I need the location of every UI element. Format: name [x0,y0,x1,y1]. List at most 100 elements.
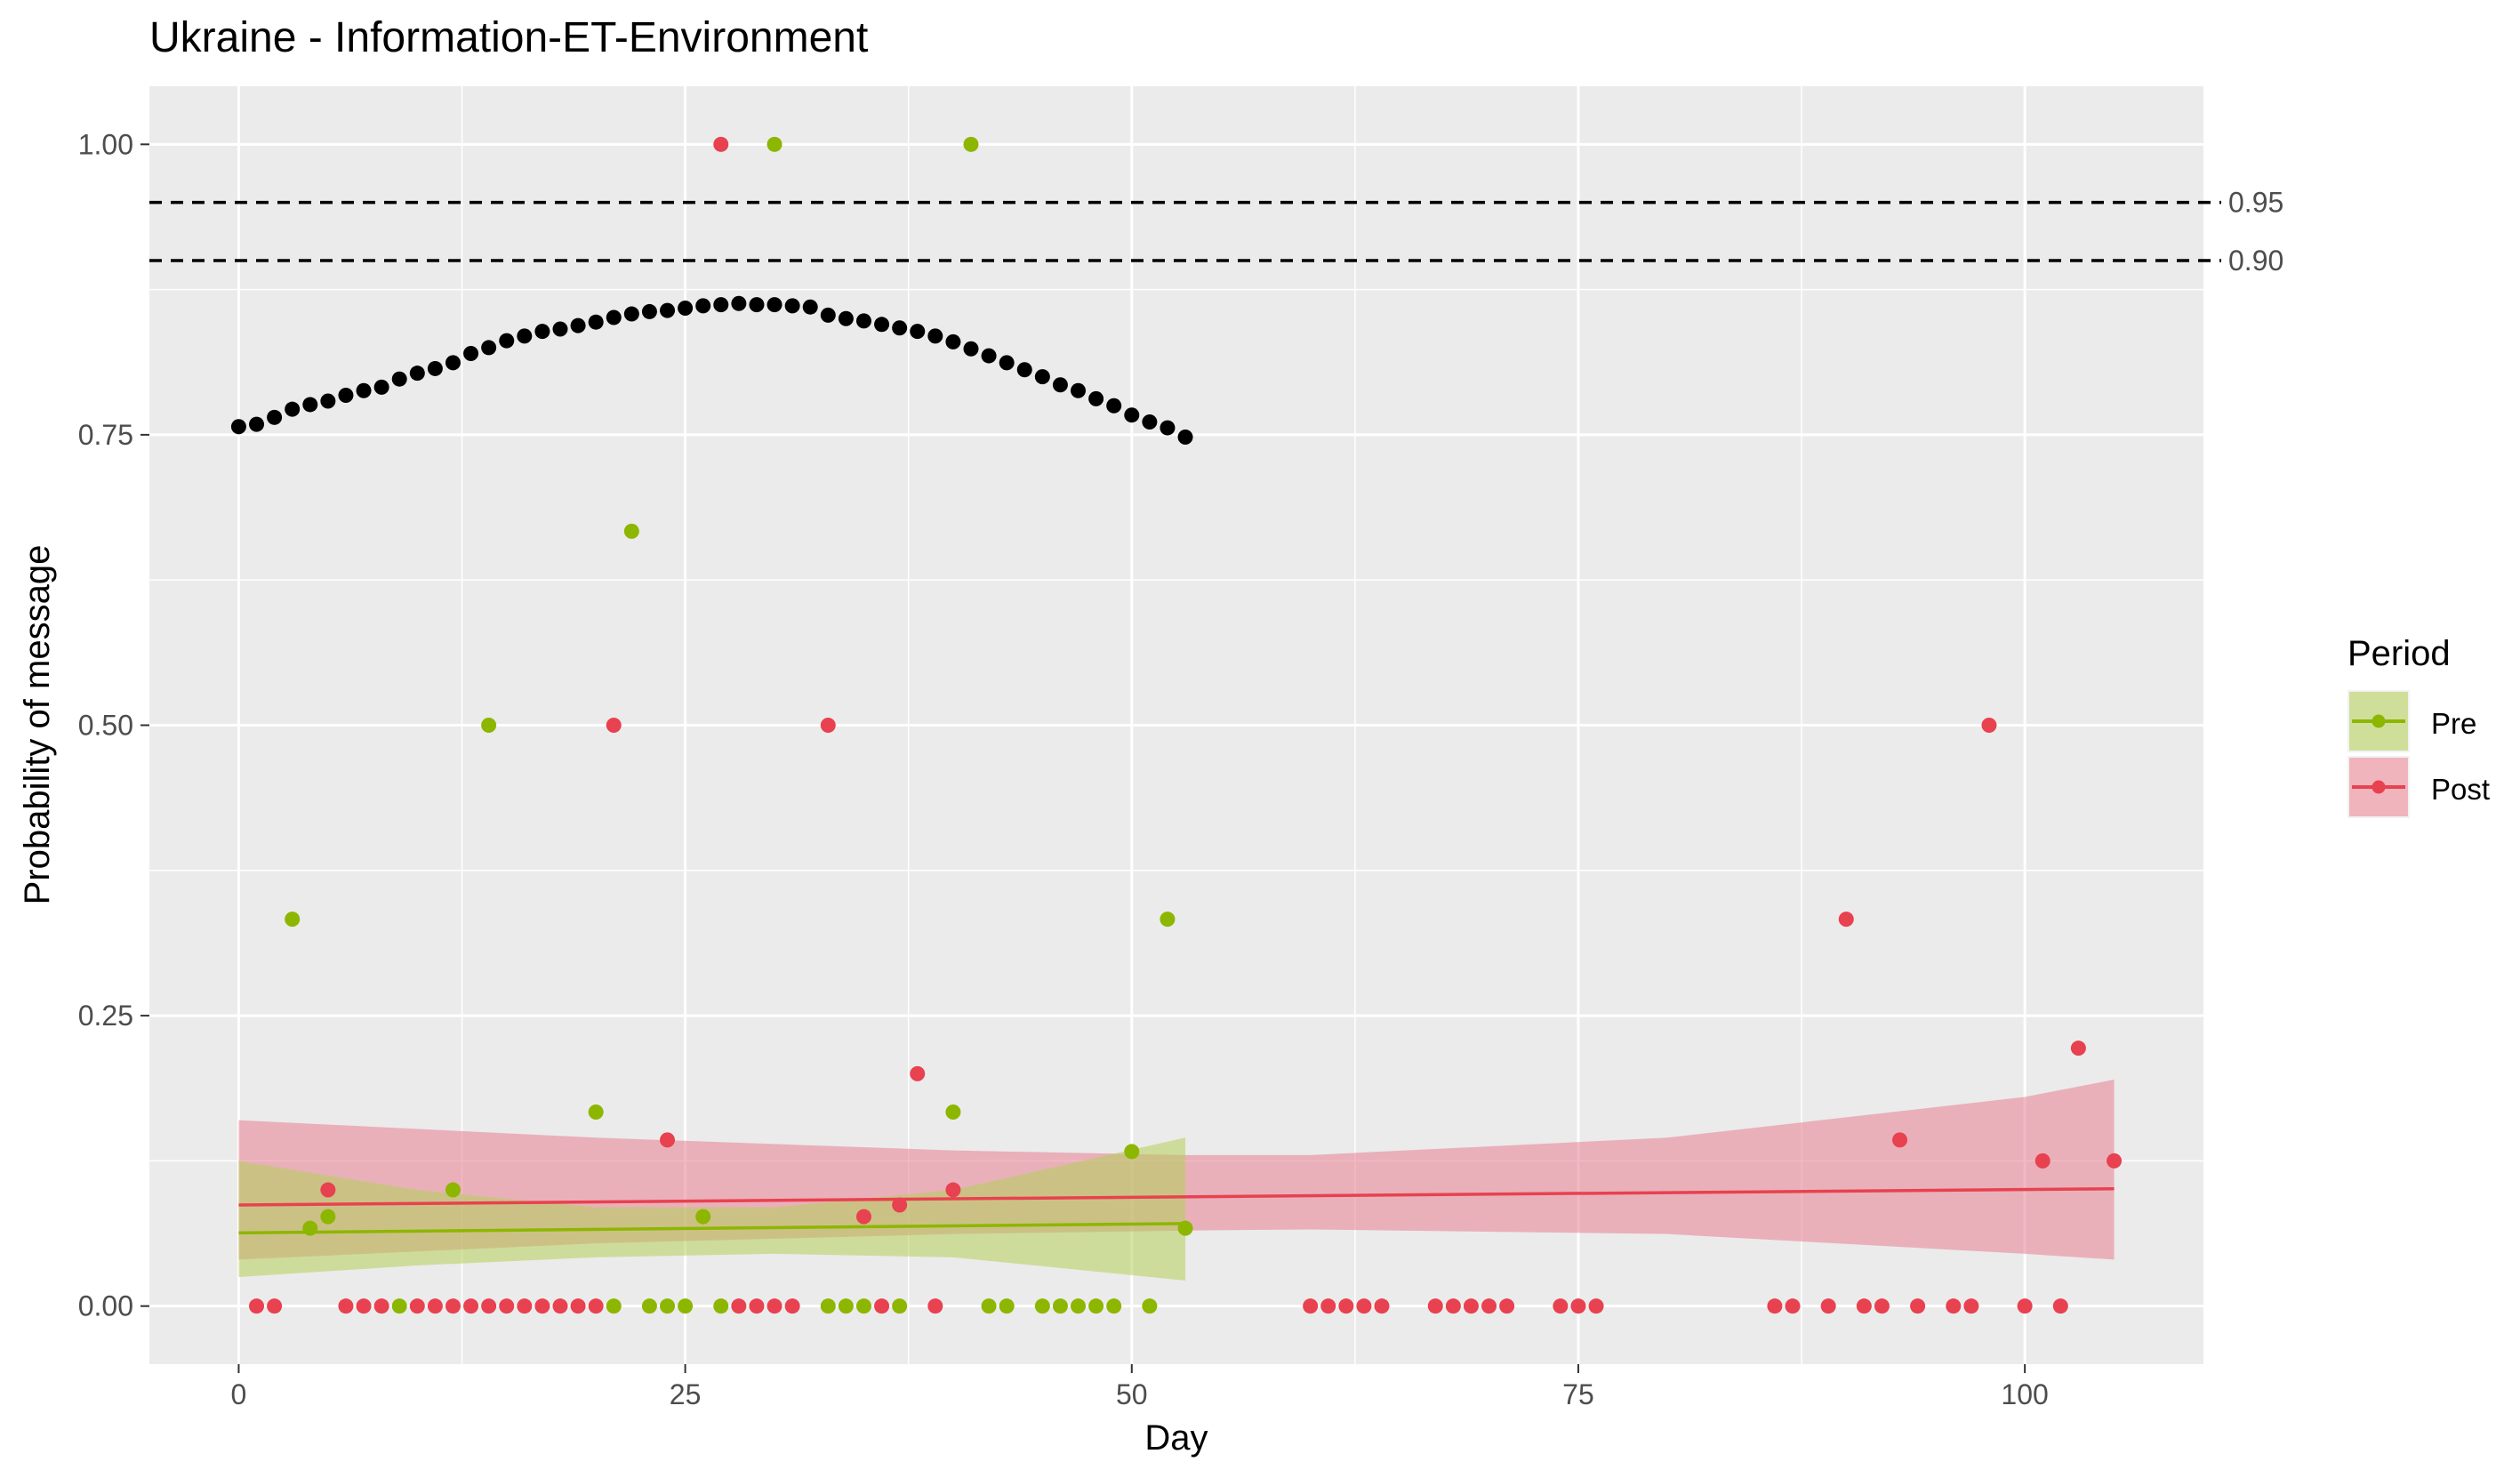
point-pre [999,1298,1015,1314]
point-pre [981,1298,997,1314]
threshold-point [820,307,836,323]
axes: 0 25 50 75 100 0.00 0.25 0.50 0.75 1.00 [78,128,2049,1410]
threshold-point [1160,420,1176,436]
threshold-point [802,299,818,315]
fit-line-post [238,1186,2115,1207]
legend: Period Pre Post [2347,634,2490,818]
x-tick-label: 0 [231,1378,247,1410]
reference-line-label: 0.95 [2228,187,2283,219]
point-post [731,1298,747,1314]
point-pre [892,1298,908,1314]
point-post [945,1182,961,1198]
point-post [1820,1298,1836,1314]
threshold-point [302,397,318,413]
point-post [552,1298,568,1314]
point-post [1767,1298,1783,1314]
point-post [1374,1298,1390,1314]
threshold-point [463,345,479,361]
threshold-point [855,313,871,329]
ribbon-pre [238,1137,1186,1281]
threshold-point [1071,382,1087,398]
x-tick-label: 25 [670,1378,702,1410]
point-post [1303,1298,1319,1314]
y-tick-label: 0.75 [78,419,133,451]
threshold-point [391,371,407,387]
legend-title: Period [2347,634,2451,673]
point-post [534,1298,550,1314]
threshold-point [481,340,497,356]
threshold-point [356,382,372,398]
point-pre [1142,1298,1158,1314]
point-post [766,1298,782,1314]
point-pre [285,912,301,928]
threshold-point [1142,414,1158,430]
point-post [481,1298,497,1314]
threshold-point [910,324,926,340]
point-post [1588,1298,1604,1314]
point-pre [820,1298,836,1314]
point-pre [1071,1298,1087,1314]
threshold-point [713,297,729,313]
legend-label-post: Post [2431,773,2490,806]
point-pre [302,1220,318,1236]
point-post [1981,718,1997,733]
fit-line-pre [238,1222,1186,1235]
point-pre [623,523,639,539]
point-post [1892,1132,1908,1148]
point-post [1553,1298,1569,1314]
point-pre [481,718,497,733]
point-pre [588,1105,604,1121]
point-post [427,1298,443,1314]
legend-label-pre: Pre [2431,707,2476,740]
y-tick-label: 0.25 [78,1000,133,1032]
y-tick-label: 0.50 [78,710,133,742]
threshold-point [445,355,461,371]
point-post [2070,1040,2086,1056]
threshold-point [1034,369,1050,385]
point-post [1356,1298,1372,1314]
point-pre [963,136,979,152]
point-post [1570,1298,1586,1314]
threshold-point [570,317,586,333]
point-post [570,1298,586,1314]
point-pre [1106,1298,1122,1314]
point-pre [445,1182,461,1198]
point-post [855,1209,871,1225]
threshold-point [945,333,961,349]
point-post [606,718,622,733]
threshold-point [1016,362,1032,378]
point-post [517,1298,533,1314]
point-post [874,1298,890,1314]
point-post [409,1298,425,1314]
threshold-point [230,419,246,435]
threshold-point [1106,398,1122,414]
point-pre [1088,1298,1104,1314]
point-post [2107,1153,2123,1169]
point-pre [391,1298,407,1314]
threshold-point [534,324,550,340]
point-post [463,1298,479,1314]
threshold-point [588,314,604,330]
threshold-point [606,309,622,325]
x-tick-label: 75 [1562,1378,1594,1410]
point-pre [1177,1220,1193,1236]
threshold-point [373,379,389,395]
threshold-point [963,341,979,357]
point-pre [606,1298,622,1314]
threshold-point [641,303,657,319]
point-pre [1124,1144,1140,1160]
reference-line-label: 0.90 [2228,245,2283,277]
point-post [1910,1298,1926,1314]
point-post [927,1298,943,1314]
point-post [1838,912,1854,928]
point-post [2034,1153,2051,1169]
point-post [2052,1298,2068,1314]
threshold-point [499,333,515,349]
threshold-point [552,321,568,337]
point-post [713,136,729,152]
point-post [1445,1298,1461,1314]
point-post [1463,1298,1479,1314]
threshold-point [249,416,265,432]
point-post [660,1132,676,1148]
